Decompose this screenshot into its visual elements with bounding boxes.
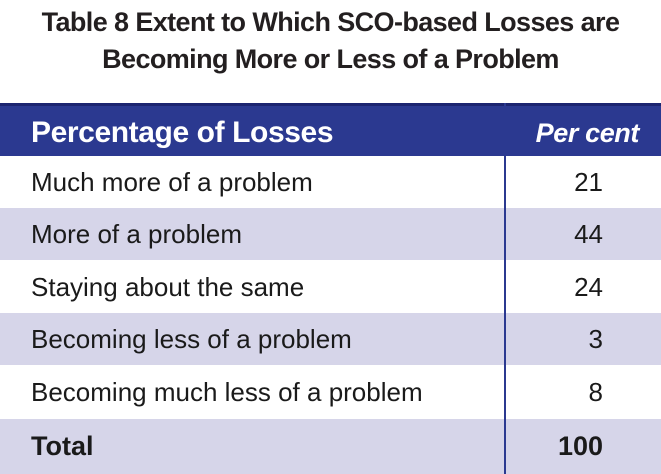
table-row: Becoming much less of a problem 8 — [0, 366, 661, 418]
table-row: Becoming less of a problem 3 — [0, 313, 661, 365]
table-row: Staying about the same 24 — [0, 261, 661, 313]
table-header-row: Percentage of Losses Per cent — [0, 103, 661, 156]
column-divider — [504, 103, 506, 474]
header-percentage-of-losses: Percentage of Losses — [31, 116, 334, 149]
total-value: 100 — [557, 431, 603, 461]
row-label: Becoming less of a problem — [31, 324, 352, 354]
table-title-line-1: Table 8 Extent to Which SCO-based Losses… — [41, 7, 620, 37]
data-table: Percentage of Losses Per cent Much more … — [0, 103, 661, 474]
row-value: 21 — [574, 167, 603, 197]
row-value: 44 — [574, 219, 603, 249]
row-label: Becoming much less of a problem — [31, 377, 423, 407]
total-label: Total — [31, 431, 94, 461]
row-label: Much more of a problem — [31, 167, 313, 197]
row-label: More of a problem — [31, 219, 242, 249]
table-row: More of a problem 44 — [0, 208, 661, 260]
row-label: Staying about the same — [31, 272, 305, 302]
header-per-cent: Per cent — [535, 118, 640, 148]
table-title: Table 8 Extent to Which SCO-based Losses… — [0, 4, 661, 78]
row-value: 3 — [588, 324, 603, 354]
table-title-line-2: Becoming More or Less of a Problem — [102, 44, 559, 74]
row-value: 8 — [588, 377, 603, 407]
table-row: Much more of a problem 21 — [0, 156, 661, 208]
table-total-row: Total 100 — [0, 419, 661, 474]
row-value: 24 — [574, 272, 603, 302]
